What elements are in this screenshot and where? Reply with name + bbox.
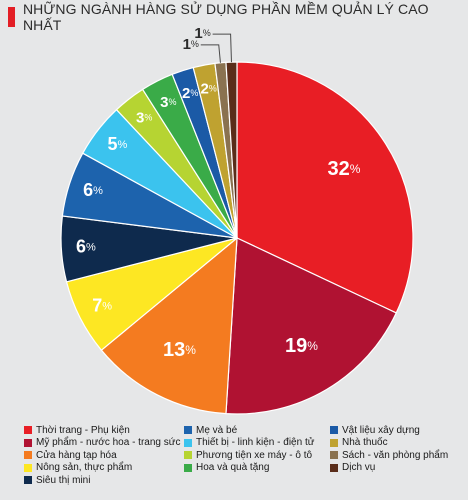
legend-item: Vật liệu xây dựng [330,424,420,436]
legend-swatch [184,463,192,472]
pie-slice [225,61,238,239]
legend-label: Nhà thuốc [342,437,388,448]
legend-label: Sách - văn phòng phẩm [342,449,449,461]
legend-swatch [184,438,192,447]
chart-title: NHỮNG NGÀNH HÀNG SỬ DỤNG PHẦN MỀM QUẢN L… [22,1,429,33]
legend-item: Mẹ và bé [184,424,237,436]
legend-swatch [24,438,32,447]
slice-value-label: 19% [285,335,318,357]
legend-item: Hoa và quà tặng [184,462,269,474]
legend-label: Mỹ phẩm - nước hoa - trang sức [36,437,181,448]
pie-slice [225,237,398,415]
legend-swatch [330,426,338,434]
title-accent-bar [8,7,15,27]
legend-label: Dịch vụ [342,462,376,473]
legend-swatch [330,438,338,447]
legend-item: Sách - văn phòng phẩm [330,449,448,461]
pie-chart: 32% 19% 13% 7% 6% 6% 5% 3% 3% 2% 2% 1%1% [60,25,414,415]
legend-swatch [24,426,32,434]
slice-value-label: 3% [160,94,176,111]
legend-label: Cửa hàng tạp hóa [36,449,117,461]
slice-value-label: 7% [92,295,112,315]
legend-swatch [24,476,32,484]
legend-item: Nhà thuốc [330,437,388,449]
legend-swatch [184,451,192,459]
legend-item: Phương tiện xe máy - ô tô [184,449,312,461]
slice-value-label: 32% [328,158,361,180]
pie-slice [236,61,414,314]
legend-item: Dịch vụ [330,462,375,474]
legend-label: Thời trang - Phụ kiện [36,424,130,436]
slice-value-label: 13% [163,339,196,361]
legend-swatch [330,463,338,472]
slice-value-label: 3% [136,109,152,126]
legend-swatch [184,426,192,434]
legend-item: Nông sản, thực phẩm [24,462,132,474]
legend-swatch [330,451,338,459]
legend-item: Cửa hàng tạp hóa [24,449,117,461]
leader-line [200,44,221,63]
legend-label: Nông sản, thực phẩm [36,462,133,473]
slice-value-label: 1% [194,25,210,42]
chart-title-row: NHỮNG NGÀNH HÀNG SỬ DỤNG PHẦN MỀM QUẢN L… [8,1,468,33]
legend-item: Thời trang - Phụ kiện [24,424,130,436]
legend-item: Siêu thị mini [24,474,90,486]
legend-label: Phương tiện xe máy - ô tô [196,449,313,461]
slice-value-label: 5% [108,134,128,154]
legend-label: Vật liệu xây dựng [342,424,420,436]
slice-value-label: 6% [76,236,96,256]
chart-legend: Thời trang - Phụ kiện Mỹ phẩm - nước hoa … [24,424,464,496]
slice-value-label: 1% [183,36,199,53]
pie-slice [100,236,238,415]
legend-label: Mẹ và bé [196,424,238,436]
legend-label: Siêu thị mini [36,474,91,486]
slice-value-label: 2% [200,80,216,97]
slice-value-label: 2% [182,85,198,102]
leader-line [212,33,232,63]
legend-swatch [24,451,32,459]
slice-value-label: 6% [83,180,103,200]
legend-item: Mỹ phẩm - nước hoa - trang sức [24,437,180,449]
legend-item: Thiết bị - linh kiện - điện tử [184,437,314,449]
legend-label: Thiết bị - linh kiện - điện tử [196,437,315,448]
legend-label: Hoa và quà tặng [196,462,270,473]
legend-swatch [24,463,32,472]
